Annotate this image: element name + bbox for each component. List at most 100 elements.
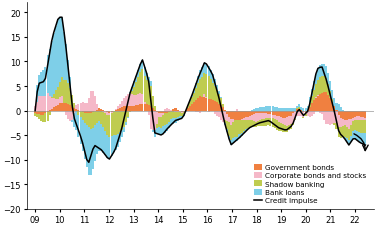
Bar [294, 109, 296, 111]
Bar [80, 118, 81, 144]
Bar [42, 71, 44, 96]
Bar [311, 89, 313, 96]
Bar [346, 120, 348, 127]
Bar [207, 67, 210, 76]
Bar [280, 118, 282, 123]
Bar [216, 85, 218, 91]
Bar [133, 106, 135, 111]
Bar [42, 111, 44, 115]
Bar [141, 70, 144, 95]
Bar [67, 111, 69, 119]
Bar [274, 111, 276, 116]
Bar [255, 111, 257, 114]
Bar [337, 115, 340, 127]
Bar [313, 82, 315, 90]
Bar [197, 98, 199, 111]
Bar [358, 121, 360, 133]
Bar [315, 85, 317, 97]
Bar [152, 108, 154, 111]
Bar [325, 111, 327, 124]
Bar [249, 116, 251, 120]
Bar [302, 109, 305, 111]
Bar [46, 112, 49, 122]
Bar [104, 114, 106, 131]
Bar [123, 107, 125, 111]
Bar [214, 101, 216, 111]
Bar [166, 125, 168, 132]
Bar [360, 133, 362, 143]
Bar [263, 111, 265, 114]
Bar [344, 111, 346, 121]
Bar [154, 107, 156, 110]
Bar [176, 110, 179, 111]
Bar [284, 109, 286, 111]
Bar [55, 99, 57, 106]
Bar [197, 111, 199, 113]
Bar [158, 127, 160, 135]
Bar [224, 123, 226, 125]
Bar [358, 111, 360, 117]
Bar [104, 112, 106, 114]
Bar [298, 105, 300, 107]
Bar [152, 131, 154, 133]
Bar [327, 96, 329, 111]
Bar [113, 135, 115, 153]
Bar [141, 95, 144, 104]
Bar [234, 137, 236, 141]
Bar [292, 109, 294, 111]
Bar [203, 64, 205, 73]
Bar [127, 111, 129, 118]
Bar [236, 111, 238, 121]
Bar [137, 95, 139, 105]
Bar [331, 100, 333, 103]
Bar [181, 116, 183, 119]
Bar [67, 84, 69, 104]
Bar [38, 111, 40, 115]
Bar [350, 119, 352, 126]
Bar [162, 115, 164, 127]
Bar [90, 114, 92, 130]
Bar [61, 97, 63, 104]
Bar [183, 111, 185, 113]
Bar [309, 111, 311, 118]
Bar [183, 114, 185, 116]
Bar [292, 114, 294, 123]
Bar [236, 137, 238, 141]
Bar [139, 94, 141, 105]
Bar [119, 104, 121, 108]
Bar [55, 91, 57, 99]
Bar [131, 106, 133, 111]
Bar [117, 134, 119, 147]
Bar [259, 111, 261, 114]
Bar [98, 111, 100, 112]
Bar [65, 111, 67, 115]
Bar [36, 111, 38, 114]
Bar [245, 111, 247, 118]
Bar [154, 131, 156, 138]
Bar [55, 106, 57, 111]
Bar [241, 119, 242, 120]
Bar [90, 111, 92, 114]
Bar [278, 111, 280, 117]
Bar [164, 114, 166, 126]
Bar [199, 111, 201, 114]
Bar [305, 111, 307, 114]
Bar [40, 111, 42, 116]
Bar [179, 111, 181, 112]
Bar [270, 106, 271, 111]
Bar [290, 111, 292, 116]
Bar [230, 119, 232, 125]
Bar [63, 81, 65, 104]
Bar [344, 125, 346, 137]
Bar [137, 70, 139, 78]
Bar [259, 121, 261, 126]
Bar [216, 91, 218, 103]
Bar [211, 83, 214, 101]
Bar [49, 97, 51, 111]
Bar [228, 136, 230, 140]
Bar [348, 120, 350, 129]
Bar [150, 111, 152, 130]
Bar [88, 114, 90, 128]
Bar [329, 111, 331, 126]
Bar [236, 110, 238, 111]
